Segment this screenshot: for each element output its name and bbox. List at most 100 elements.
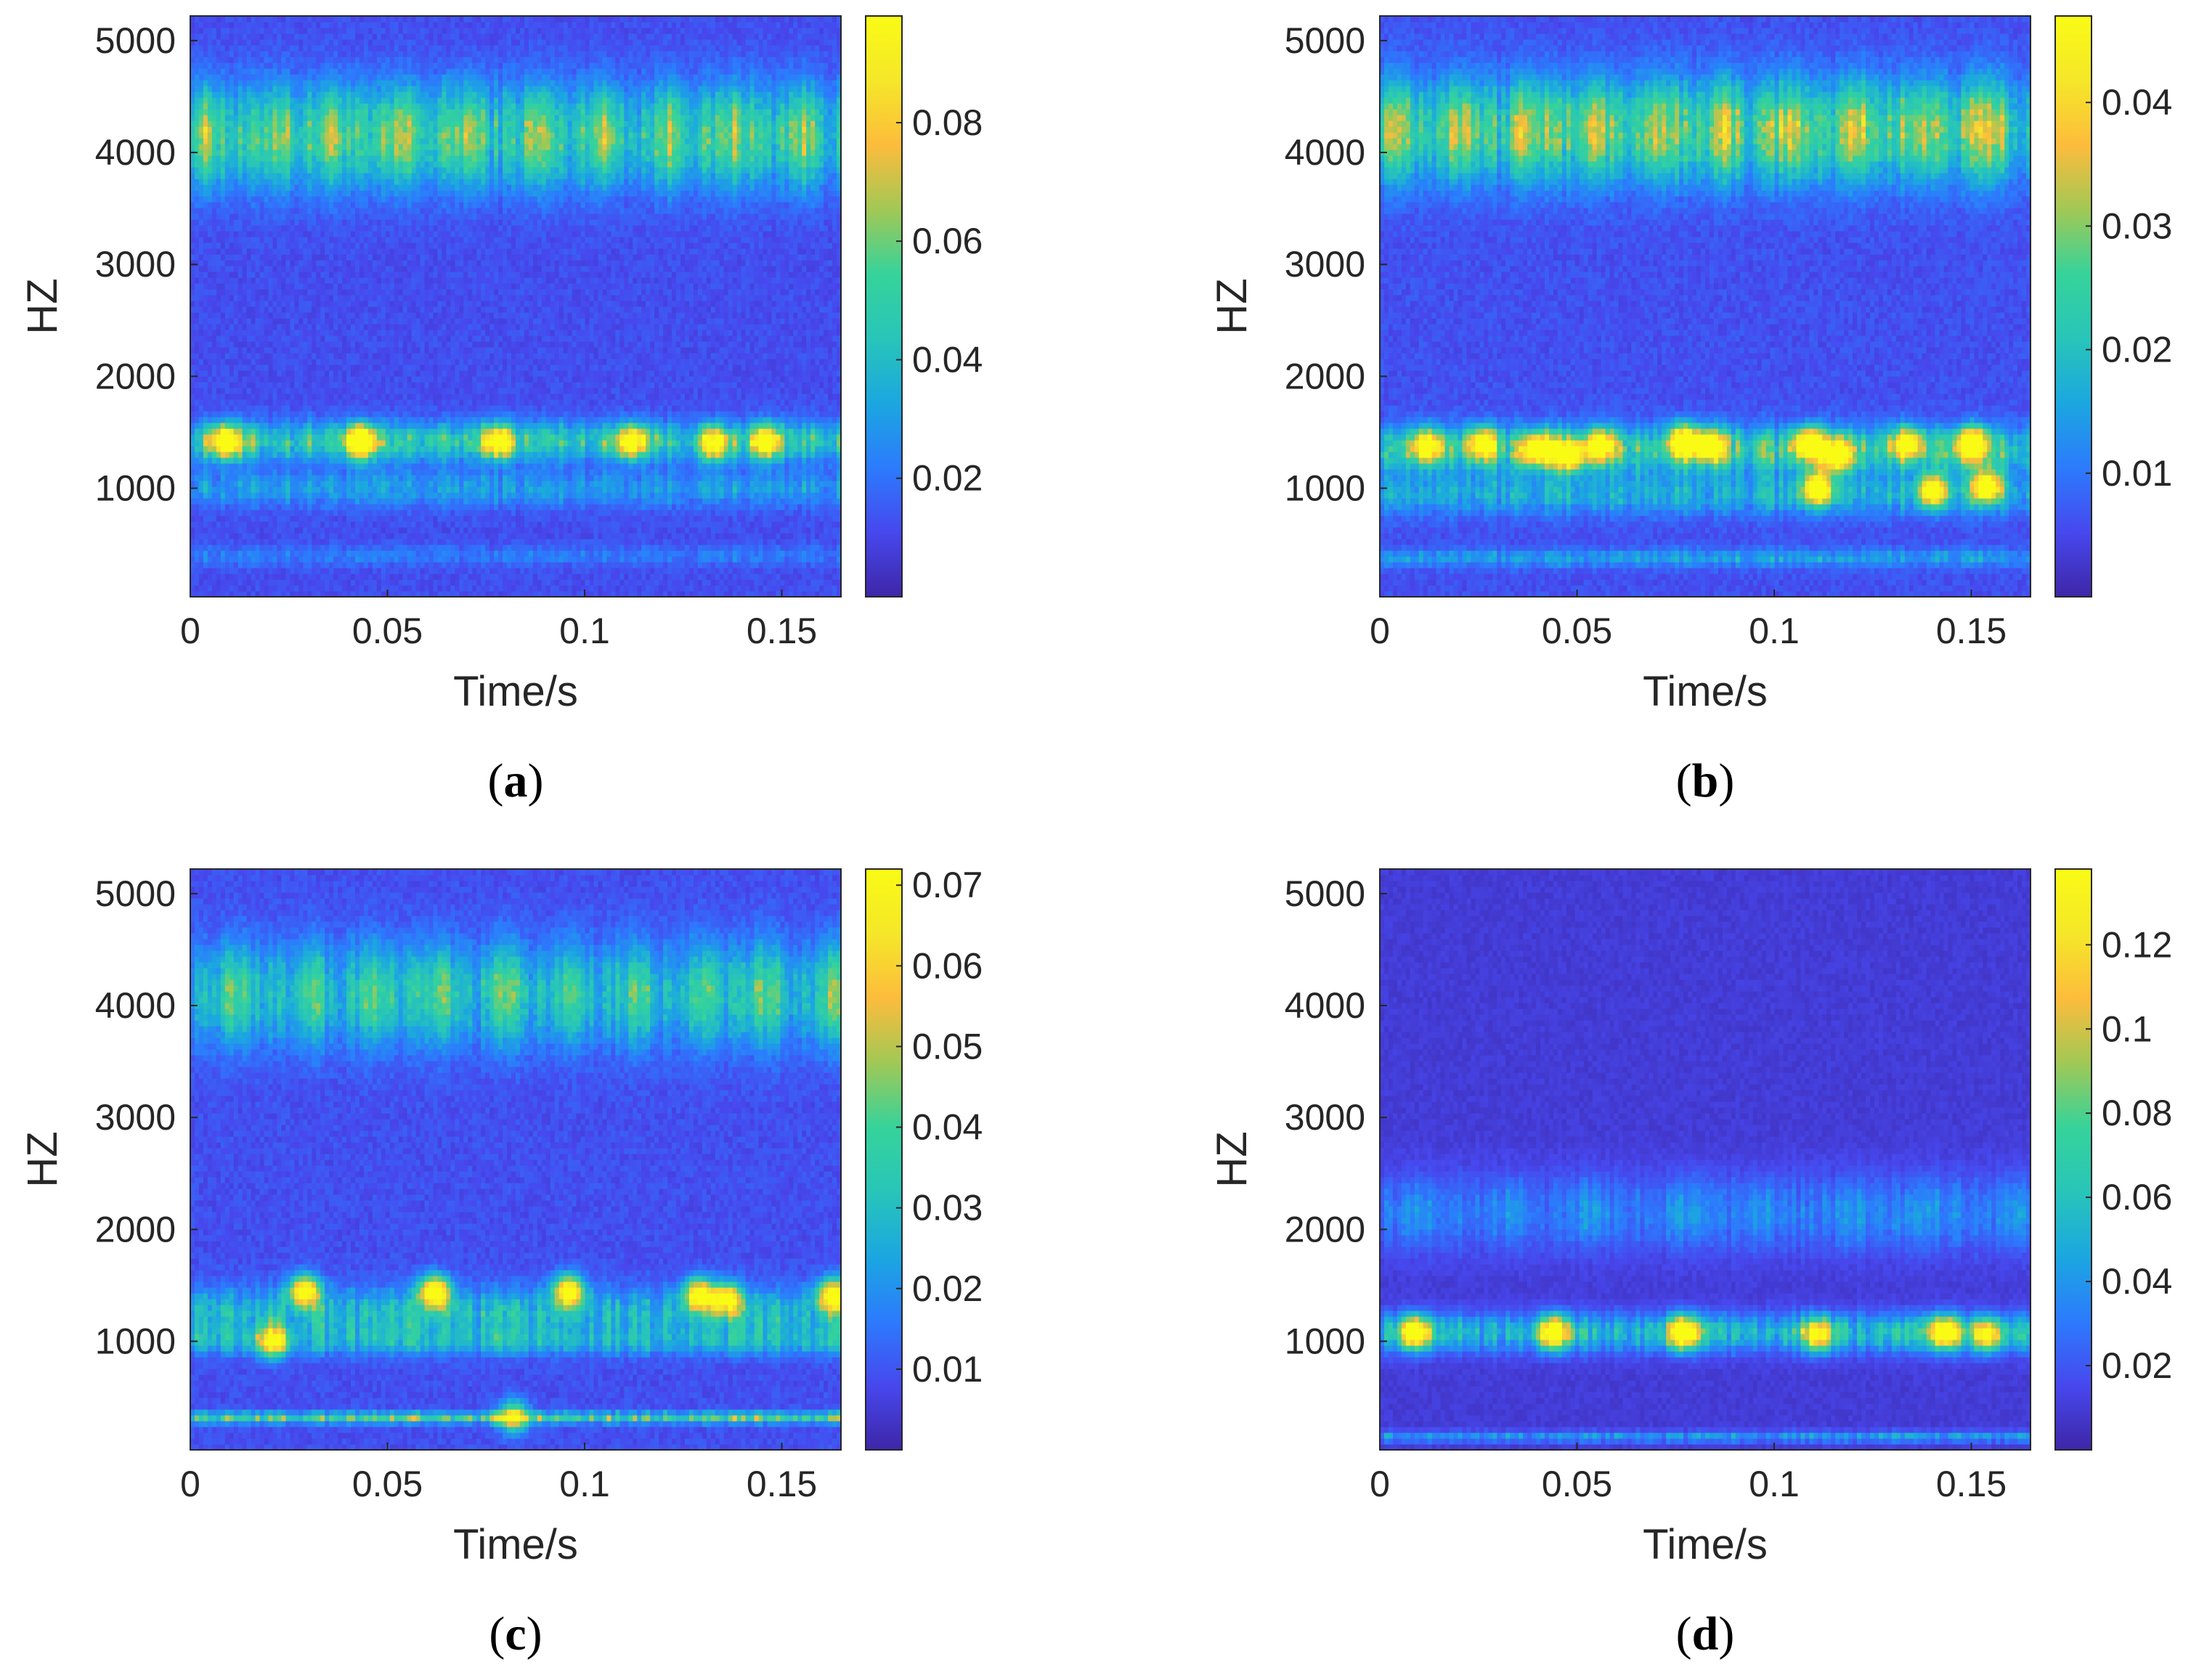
heatmap-cell [195,289,200,295]
heatmap-cell [195,173,200,179]
heatmap-cell [195,527,200,534]
heatmap-cell [203,376,208,383]
heatmap-cell [199,277,204,284]
heatmap-cell [203,521,208,528]
heatmap-cell [208,382,213,388]
heatmap-cell [203,394,208,400]
heatmap-cell [203,434,208,441]
heatmap-cell [195,545,200,551]
heatmap-cell [195,184,200,191]
heatmap-cell [195,115,200,121]
heatmap-cell [199,237,204,243]
heatmap-cell [199,364,204,371]
heatmap-cell [195,428,200,435]
heatmap-cell [195,57,200,63]
heatmap-cell [208,585,213,592]
heatmap-cell [195,196,200,203]
heatmap-cell [195,492,200,499]
heatmap-cell [203,428,208,435]
heatmap-cell [208,353,213,359]
heatmap-cell [199,423,204,429]
heatmap-cell [199,266,204,272]
heatmap-cell [203,498,208,505]
heatmap-cell [208,545,213,551]
heatmap-cell [199,318,204,325]
heatmap-cell [208,475,213,481]
heatmap-cell [208,394,213,400]
heatmap-cell [199,481,204,487]
heatmap-cell [199,208,204,214]
heatmap-cell [199,219,204,226]
heatmap-cell [203,277,208,284]
heatmap-cell [203,150,208,156]
heatmap-cell [195,510,200,516]
heatmap-cell [195,498,200,505]
heatmap-cell [203,289,208,295]
heatmap-cell [199,242,204,249]
heatmap-cell [199,417,204,423]
heatmap-cell [203,399,208,406]
heatmap-cell [195,417,200,423]
heatmap-cell [199,144,204,150]
heatmap-cell [203,550,208,557]
heatmap-cell [199,504,204,510]
heatmap-cell [199,202,204,208]
heatmap-cell [208,463,213,470]
heatmap-cell [195,283,200,290]
heatmap-cell [208,428,213,435]
heatmap-cell [208,515,213,522]
heatmap-cell [199,399,204,406]
heatmap-cell [203,510,208,516]
heatmap-cell [195,179,200,185]
heatmap-cell [208,527,213,534]
heatmap-cell [199,33,204,40]
heatmap-cell [203,213,208,220]
heatmap-cell [199,91,204,98]
heatmap-cell [195,457,200,464]
heatmap-cell [199,45,204,52]
heatmap-cell [195,231,200,237]
heatmap-cell [203,306,208,313]
heatmap-cell [199,440,204,446]
heatmap-cell [208,469,213,476]
heatmap-cell [195,22,200,28]
heatmap-cell [203,196,208,203]
scalogram-a [190,16,842,598]
heatmap-cell [203,452,208,458]
heatmap-cell [203,463,208,470]
heatmap-cell [199,562,204,568]
heatmap-cell [203,359,208,365]
heatmap-cell [199,80,204,86]
heatmap-cell [195,469,200,476]
heatmap-cell [203,155,208,162]
heatmap-cell [195,515,200,522]
heatmap-cell [203,126,208,133]
heatmap-cell [195,364,200,371]
heatmap-cell [203,492,208,499]
heatmap-cell [203,254,208,261]
heatmap-cell [195,481,200,487]
heatmap-cell [195,190,200,197]
heatmap-cell [199,16,204,23]
heatmap-cell [199,347,204,354]
heatmap-cell [203,417,208,423]
heatmap-cell [208,539,213,545]
heatmap-cell [208,312,213,319]
heatmap-cell [199,434,204,441]
heatmap-cell [199,341,204,348]
figure: 0 0.05 0.1 0.1510002000300040005000Time/sHZ… [0,0,2191,1680]
heatmap-cell [199,306,204,313]
heatmap-cell [199,155,204,162]
heatmap-cell [199,150,204,156]
heatmap-cell [195,62,200,69]
heatmap-cell [203,231,208,237]
heatmap-cell [195,86,200,92]
heatmap-cell [203,405,208,412]
heatmap-cell [199,248,204,255]
heatmap-cell [195,556,200,563]
heatmap-cell [208,254,213,261]
heatmap-cell [195,411,200,417]
heatmap-cell [203,301,208,307]
heatmap-cell [195,97,200,104]
heatmap-cell [203,312,208,319]
